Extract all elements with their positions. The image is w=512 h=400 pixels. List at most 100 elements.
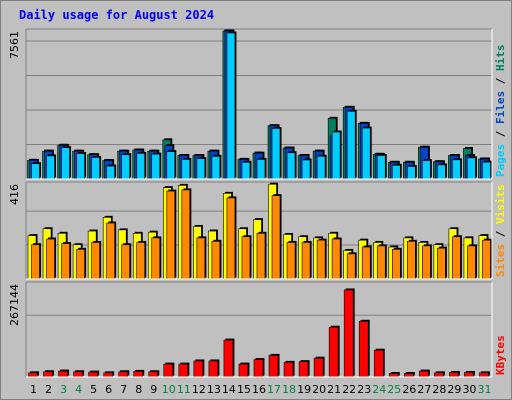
pages-bar	[376, 155, 386, 180]
legend-label-part: Pages	[494, 144, 507, 177]
x-tick-label: 11	[177, 383, 191, 396]
x-tick-label: 19	[297, 383, 311, 396]
kbytes-bar	[133, 371, 144, 378]
sites-bar	[46, 238, 55, 280]
sites-bar	[301, 242, 311, 280]
kbytes-bar	[464, 372, 474, 378]
x-tick-label: 23	[357, 383, 371, 396]
x-tick-label: 10	[162, 383, 176, 396]
sites-bar	[376, 245, 386, 280]
x-tick-label: 1	[30, 383, 37, 396]
pages-bar	[136, 153, 146, 180]
x-tick-label: 22	[342, 383, 356, 396]
pages-bar	[211, 155, 221, 180]
pages-bar	[286, 152, 296, 180]
kbytes-bar	[343, 289, 354, 378]
series-legend-label: Sites / Visits	[494, 184, 507, 277]
sites-bar	[256, 233, 266, 280]
kbytes-bar	[88, 371, 98, 378]
sites-bar	[226, 197, 236, 280]
kbytes-bar	[298, 361, 309, 378]
sites-bar	[106, 222, 115, 280]
sites-bar	[61, 243, 70, 280]
pages-bar	[301, 159, 311, 180]
x-tick-label: 24	[372, 383, 386, 396]
x-tick-label: 2	[45, 383, 52, 396]
sites-bar	[482, 239, 491, 280]
pages-bar	[241, 162, 251, 180]
kbytes-bar	[373, 349, 384, 378]
pages-bar	[437, 164, 446, 180]
x-tick-label: 8	[135, 383, 142, 396]
x-tick-label: 6	[105, 383, 112, 396]
sites-bar	[271, 195, 281, 280]
kbytes-bar	[449, 372, 459, 378]
sites-bar	[76, 249, 85, 280]
kbytes-bar	[388, 373, 399, 378]
kbytes-bar	[479, 372, 489, 378]
kbytes-bar	[43, 371, 53, 378]
x-tick-label: 9	[150, 383, 157, 396]
sites-bar	[346, 253, 356, 280]
sites-bar	[196, 237, 206, 280]
kbytes-bar	[208, 360, 219, 378]
sites-bar	[437, 247, 446, 280]
x-tick-label: 18	[282, 383, 296, 396]
pages-bar	[256, 159, 266, 180]
pages-bar	[91, 157, 100, 180]
legend-label-part: /	[494, 71, 507, 91]
series-legend-label: KBytes	[494, 335, 507, 375]
x-tick-label: 21	[327, 383, 341, 396]
legend-label-part: Sites	[494, 244, 507, 277]
pages-bar	[226, 32, 236, 180]
kbytes-bar	[283, 362, 294, 378]
x-tick-label: 15	[237, 383, 251, 396]
x-tick-label: 29	[447, 383, 461, 396]
pages-bar	[76, 153, 85, 180]
x-tick-label: 13	[207, 383, 221, 396]
kbytes-bar	[178, 363, 189, 378]
x-tick-label: 4	[75, 383, 82, 396]
chart-title: Daily usage for August 2024	[19, 8, 215, 22]
x-tick-label: 20	[312, 383, 326, 396]
sites-bar	[166, 190, 176, 280]
series-legend-label: Pages / Files / Hits	[494, 45, 507, 178]
x-tick-label: 7	[120, 383, 127, 396]
pages-bar	[181, 159, 191, 180]
sites-bar	[391, 249, 401, 280]
pages-bar	[121, 154, 130, 180]
pages-bar	[331, 131, 341, 180]
pages-bar	[422, 160, 431, 180]
kbytes-bar	[238, 363, 249, 378]
sites-bar	[91, 242, 100, 280]
sites-bar	[286, 242, 296, 280]
kbytes-bar	[193, 360, 204, 378]
sites-bar	[31, 244, 40, 280]
sites-bar	[121, 244, 130, 280]
kbytes-bar	[58, 370, 68, 378]
x-tick-label: 28	[432, 383, 446, 396]
x-tick-label: 31	[477, 383, 491, 396]
x-tick-label: 14	[222, 383, 236, 396]
sites-bar	[316, 239, 326, 280]
kbytes-bar	[103, 372, 113, 378]
x-tick-label: 3	[60, 383, 67, 396]
pages-bar	[482, 161, 491, 180]
x-tick-label: 16	[252, 383, 266, 396]
sites-bar	[136, 242, 146, 280]
legend-label-part: /	[494, 124, 507, 144]
kbytes-bar	[434, 372, 444, 378]
kbytes-bar	[28, 372, 38, 378]
kbytes-bar	[419, 370, 429, 378]
legend-label-part: Files	[494, 91, 507, 124]
pages-bar	[316, 155, 326, 180]
pages-bar	[452, 159, 461, 180]
sites-bar	[467, 245, 476, 280]
sites-bar	[211, 241, 221, 280]
pages-bar	[361, 127, 371, 180]
kbytes-bar	[358, 320, 369, 378]
legend-label-part: Visits	[494, 184, 507, 224]
legend-label-part: /	[494, 224, 507, 244]
x-tick-label: 27	[417, 383, 431, 396]
